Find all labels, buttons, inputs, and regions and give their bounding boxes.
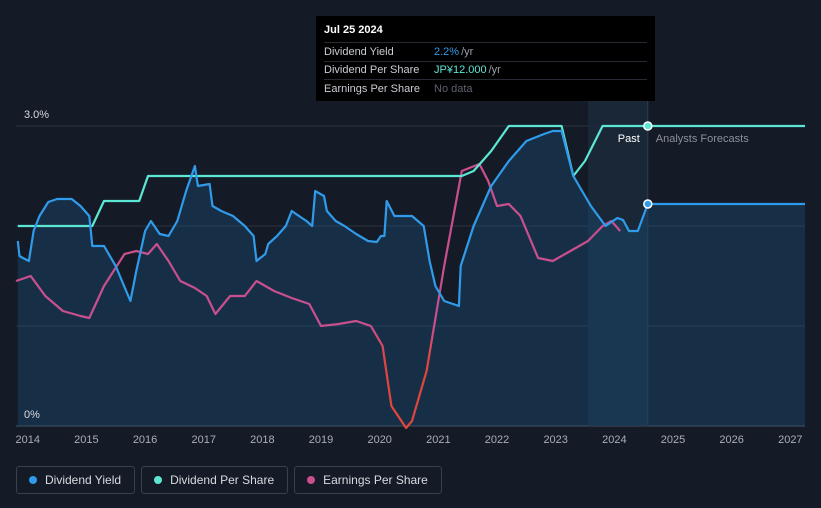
past-label: Past <box>618 133 640 145</box>
x-axis: 2014 2015 2016 2017 2018 2019 2020 2021 2022 2023… <box>15 434 802 446</box>
y-axis: 0% 3.0% <box>24 109 49 421</box>
tooltip-value: No data <box>434 82 473 95</box>
x-tick-label: 2022 <box>485 434 509 446</box>
hover-markers <box>643 121 653 209</box>
x-tick-label: 2020 <box>367 434 391 446</box>
y-tick-label: 3.0% <box>24 109 49 121</box>
dividend-yield-area <box>17 131 806 426</box>
earnings-per-share-dot-icon <box>307 476 316 484</box>
x-tick-label: 2021 <box>426 434 450 446</box>
x-tick-label: 2016 <box>133 434 157 446</box>
past-highlight-band <box>587 100 648 426</box>
tooltip-value: JP¥12.000 <box>434 64 487 77</box>
x-tick-label: 2015 <box>74 434 98 446</box>
legend-item-earnings-per-share[interactable]: Earnings Per Share <box>294 466 442 494</box>
dividend-per-share-dot-icon <box>154 476 163 484</box>
legend-item-dividend-per-share[interactable]: Dividend Per Share <box>141 466 289 494</box>
legend-label: Dividend Yield <box>45 473 122 487</box>
tooltip-label: Dividend Yield <box>324 45 394 58</box>
tooltip-value: 2.2% <box>434 45 460 58</box>
x-tick-label: 2024 <box>602 434 626 446</box>
dividend-yield-line <box>16 129 805 308</box>
tooltip-date: Jul 25 2024 <box>324 24 383 36</box>
tooltip-label: Earnings Per Share <box>324 82 420 95</box>
y-tick-label: 0% <box>24 409 40 421</box>
tooltip-row-dividend-yield: Dividend Yield 2.2% /yr <box>324 42 647 61</box>
tooltip-row-earnings-per-share: Earnings Per Share No data <box>324 79 647 98</box>
x-tick-label: 2019 <box>309 434 333 446</box>
tooltip-row-dividend-per-share: Dividend Per Share JP¥12.000 /yr <box>324 60 647 80</box>
dividend-yield-marker <box>643 199 653 209</box>
series-lines <box>15 124 805 430</box>
tooltip-unit: /yr <box>488 64 501 77</box>
hover-tooltip: Jul 25 2024 Dividend Yield 2.2% /yr Divi… <box>316 16 655 101</box>
tooltip-label: Dividend Per Share <box>324 64 420 77</box>
x-tick-label: 2014 <box>15 434 39 446</box>
legend-label: Dividend Per Share <box>170 473 275 487</box>
dividend-per-share-marker <box>643 121 653 131</box>
legend-item-dividend-yield[interactable]: Dividend Yield <box>16 466 136 494</box>
tooltip-unit: /yr <box>461 45 474 58</box>
x-tick-label: 2023 <box>543 434 567 446</box>
x-tick-label: 2018 <box>250 434 274 446</box>
x-tick-label: 2026 <box>719 434 743 446</box>
x-tick-label: 2017 <box>191 434 215 446</box>
x-tick-label: 2027 <box>778 434 802 446</box>
legend-label: Earnings Per Share <box>323 473 428 487</box>
earnings-per-share-line <box>15 162 622 430</box>
forecast-label: Analysts Forecasts <box>656 133 749 145</box>
dividend-per-share-line <box>17 124 805 228</box>
dividend-yield-dot-icon <box>29 476 37 484</box>
dividend-chart: 0%3.0% 2014 2015 2016 2017 2018 2019 2020 2021 2… <box>15 100 806 446</box>
x-tick-label: 2025 <box>661 434 685 446</box>
legend: Dividend Yield Dividend Per Share Earnin… <box>16 466 442 494</box>
